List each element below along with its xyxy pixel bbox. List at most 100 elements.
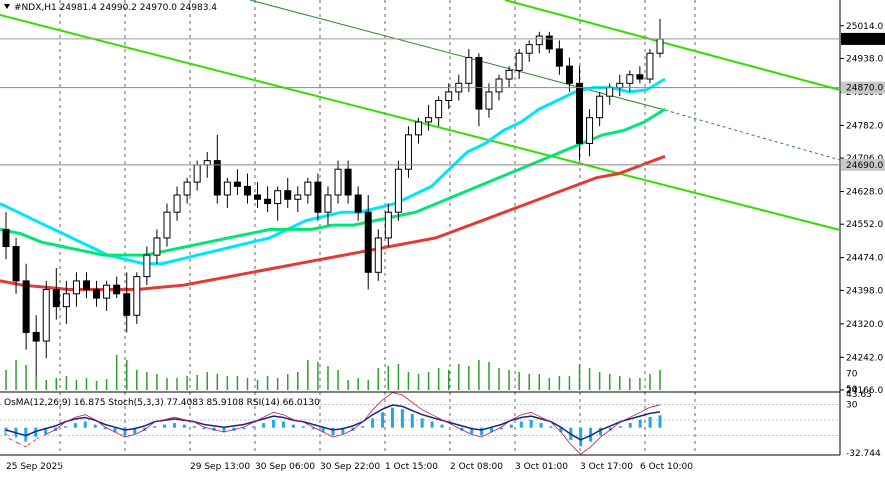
- candle-body: [515, 52, 523, 71]
- candle-body: [344, 168, 352, 196]
- title-triangle-icon: [4, 4, 10, 9]
- candle-body: [576, 82, 584, 144]
- y-tick-label: 24552.0: [846, 220, 883, 230]
- trend-line-mid: [249, 0, 666, 111]
- moving-average-line: [0, 77, 666, 266]
- candle-body: [425, 117, 433, 123]
- candle-body: [113, 284, 121, 295]
- candle-body: [485, 91, 493, 110]
- candle-body: [72, 280, 80, 295]
- candle-body: [203, 160, 211, 166]
- candle-body: [254, 194, 262, 200]
- y-tick-label: 24320.0: [846, 320, 883, 330]
- x-tick-label: 30 Sep 06:00: [255, 462, 315, 472]
- y-tick-label: 24628.0: [846, 188, 883, 198]
- candle-body: [62, 293, 70, 308]
- x-tick-label: 3 Oct 17:00: [580, 462, 633, 472]
- candle-body: [636, 74, 644, 80]
- candle-body: [525, 44, 533, 54]
- candle-body: [294, 194, 302, 200]
- indicator-tick-label: 43.63: [846, 390, 872, 400]
- candle-body: [233, 181, 241, 187]
- x-tick-label: 25 Sep 2025: [6, 462, 63, 472]
- candle-body: [475, 57, 483, 110]
- indicator-tick-label: 30: [846, 401, 858, 411]
- candle-body: [364, 211, 372, 273]
- candle-body: [133, 276, 141, 316]
- candle-body: [22, 280, 30, 333]
- candle-body: [193, 164, 201, 183]
- candle-body: [435, 99, 443, 119]
- candle-body: [32, 331, 40, 342]
- y-tick-label: 24938.0: [846, 54, 883, 64]
- candle-body: [324, 194, 332, 213]
- candle-body: [123, 293, 131, 316]
- candle-body: [143, 254, 151, 278]
- candle-body: [213, 160, 221, 196]
- candle-body: [384, 211, 392, 239]
- y-tick-label: 25014.0: [846, 22, 883, 32]
- candle-body: [153, 237, 161, 256]
- x-tick-label: 2 Oct 08:00: [450, 462, 503, 472]
- current-price-bg: [841, 32, 885, 45]
- level-label: 24690.0: [846, 161, 883, 171]
- y-tick-label: 24242.0: [846, 353, 883, 363]
- level-label-bg: [841, 158, 885, 171]
- candle-body: [646, 52, 654, 80]
- moving-average-line: [0, 154, 666, 291]
- moving-average-line: [0, 107, 666, 257]
- trend-line-upper: [504, 0, 841, 91]
- candle-body: [465, 57, 473, 84]
- candle-body: [606, 87, 614, 97]
- chart-title: #NDX,H1 24981.4 24990.2 24970.0 24983.4: [14, 3, 217, 13]
- candle-body: [173, 194, 181, 213]
- trend-line-mid-ext: [664, 109, 841, 161]
- y-tick-label: 24398.0: [846, 286, 883, 296]
- candle-body: [314, 181, 322, 213]
- candle-body: [42, 288, 50, 342]
- x-tick-label: 30 Sep 22:00: [320, 462, 380, 472]
- candle-body: [394, 168, 402, 213]
- brand-watermark: instaforex Instant Forex Trading: [4, 428, 160, 470]
- candle-body: [586, 117, 594, 144]
- candle-body: [93, 288, 101, 299]
- indicator-tick-label: 70: [846, 370, 858, 380]
- candle-body: [404, 134, 412, 170]
- brand-tagline: Instant Forex Trading: [56, 458, 160, 470]
- candle-body: [626, 74, 634, 84]
- candle-body: [565, 65, 573, 84]
- x-tick-label: 1 Oct 15:00: [385, 462, 438, 472]
- candle-body: [223, 181, 231, 196]
- indicator-tick-label: 50: [846, 385, 858, 395]
- candle-body: [334, 168, 342, 196]
- level-label-bg: [841, 81, 885, 94]
- candle-body: [445, 91, 453, 101]
- candle-body: [596, 95, 604, 119]
- level-label: 24870.0: [846, 84, 883, 94]
- candle-body: [103, 284, 111, 299]
- candle-body: [183, 181, 191, 196]
- current-price-label: 24983.4: [846, 35, 883, 45]
- stochastic-line: [5, 392, 661, 455]
- y-tick-label: 24782.0: [846, 121, 883, 131]
- candle-body: [284, 190, 292, 200]
- candle-body: [243, 185, 251, 196]
- indicator-label: OsMA(12,26,9) 16.875 Stoch(5,3,3) 77.408…: [4, 398, 320, 408]
- candle-body: [12, 246, 20, 282]
- candle-body: [264, 198, 272, 205]
- x-tick-label: 29 Sep 13:00: [190, 462, 250, 472]
- y-tick-label: 24166.0: [846, 386, 883, 396]
- candle-body: [656, 38, 664, 54]
- candle-body: [2, 228, 10, 248]
- candle-body: [535, 35, 543, 46]
- indicator-tick-label: -32.744: [846, 449, 881, 459]
- candle-body: [495, 78, 503, 93]
- candle-body: [415, 121, 423, 136]
- candle-body: [555, 48, 563, 67]
- candle-body: [163, 211, 171, 239]
- candle-body: [505, 69, 513, 80]
- x-tick-label: 3 Oct 01:00: [515, 462, 568, 472]
- brand-name: instaforex: [4, 428, 119, 455]
